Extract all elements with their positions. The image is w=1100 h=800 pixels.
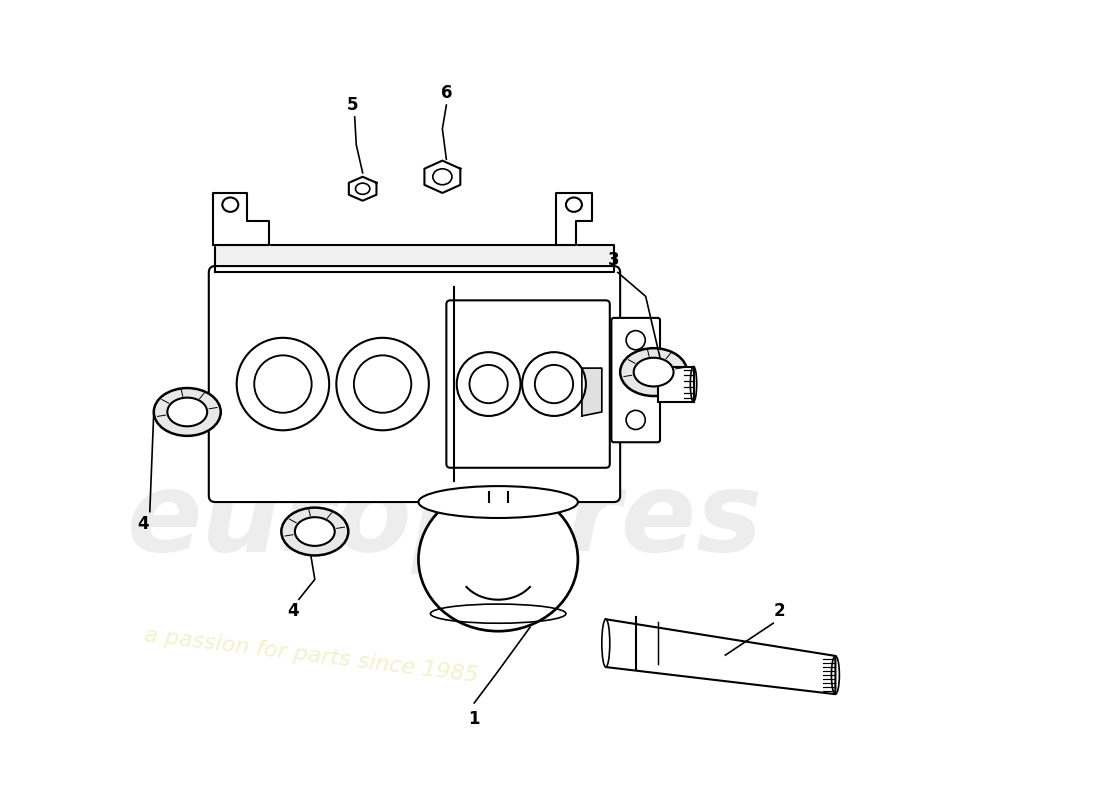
Bar: [658, 366, 693, 402]
Text: a passion for parts since 1985: a passion for parts since 1985: [143, 625, 480, 686]
Text: 4: 4: [138, 514, 150, 533]
Ellipse shape: [602, 619, 609, 667]
FancyBboxPatch shape: [612, 318, 660, 442]
Polygon shape: [349, 177, 376, 201]
Ellipse shape: [418, 488, 578, 631]
Ellipse shape: [154, 388, 221, 436]
Ellipse shape: [236, 338, 329, 430]
Text: 5: 5: [346, 96, 358, 114]
Polygon shape: [216, 245, 614, 273]
Ellipse shape: [634, 358, 673, 386]
FancyBboxPatch shape: [447, 300, 609, 468]
Polygon shape: [582, 368, 602, 416]
Ellipse shape: [282, 508, 349, 555]
Text: 6: 6: [441, 84, 452, 102]
FancyBboxPatch shape: [209, 266, 620, 502]
Ellipse shape: [167, 398, 207, 426]
Ellipse shape: [337, 338, 429, 430]
Polygon shape: [556, 193, 592, 245]
Text: 3: 3: [608, 251, 619, 270]
Text: 1: 1: [469, 710, 480, 728]
Text: eurōpäres: eurōpäres: [128, 465, 763, 574]
Polygon shape: [425, 161, 460, 193]
Polygon shape: [606, 619, 835, 694]
Ellipse shape: [295, 517, 334, 546]
Text: 4: 4: [287, 602, 299, 620]
Text: 2: 2: [773, 602, 785, 620]
Ellipse shape: [456, 352, 520, 416]
Ellipse shape: [620, 348, 688, 396]
Ellipse shape: [418, 486, 578, 518]
Ellipse shape: [522, 352, 586, 416]
Polygon shape: [212, 193, 268, 245]
